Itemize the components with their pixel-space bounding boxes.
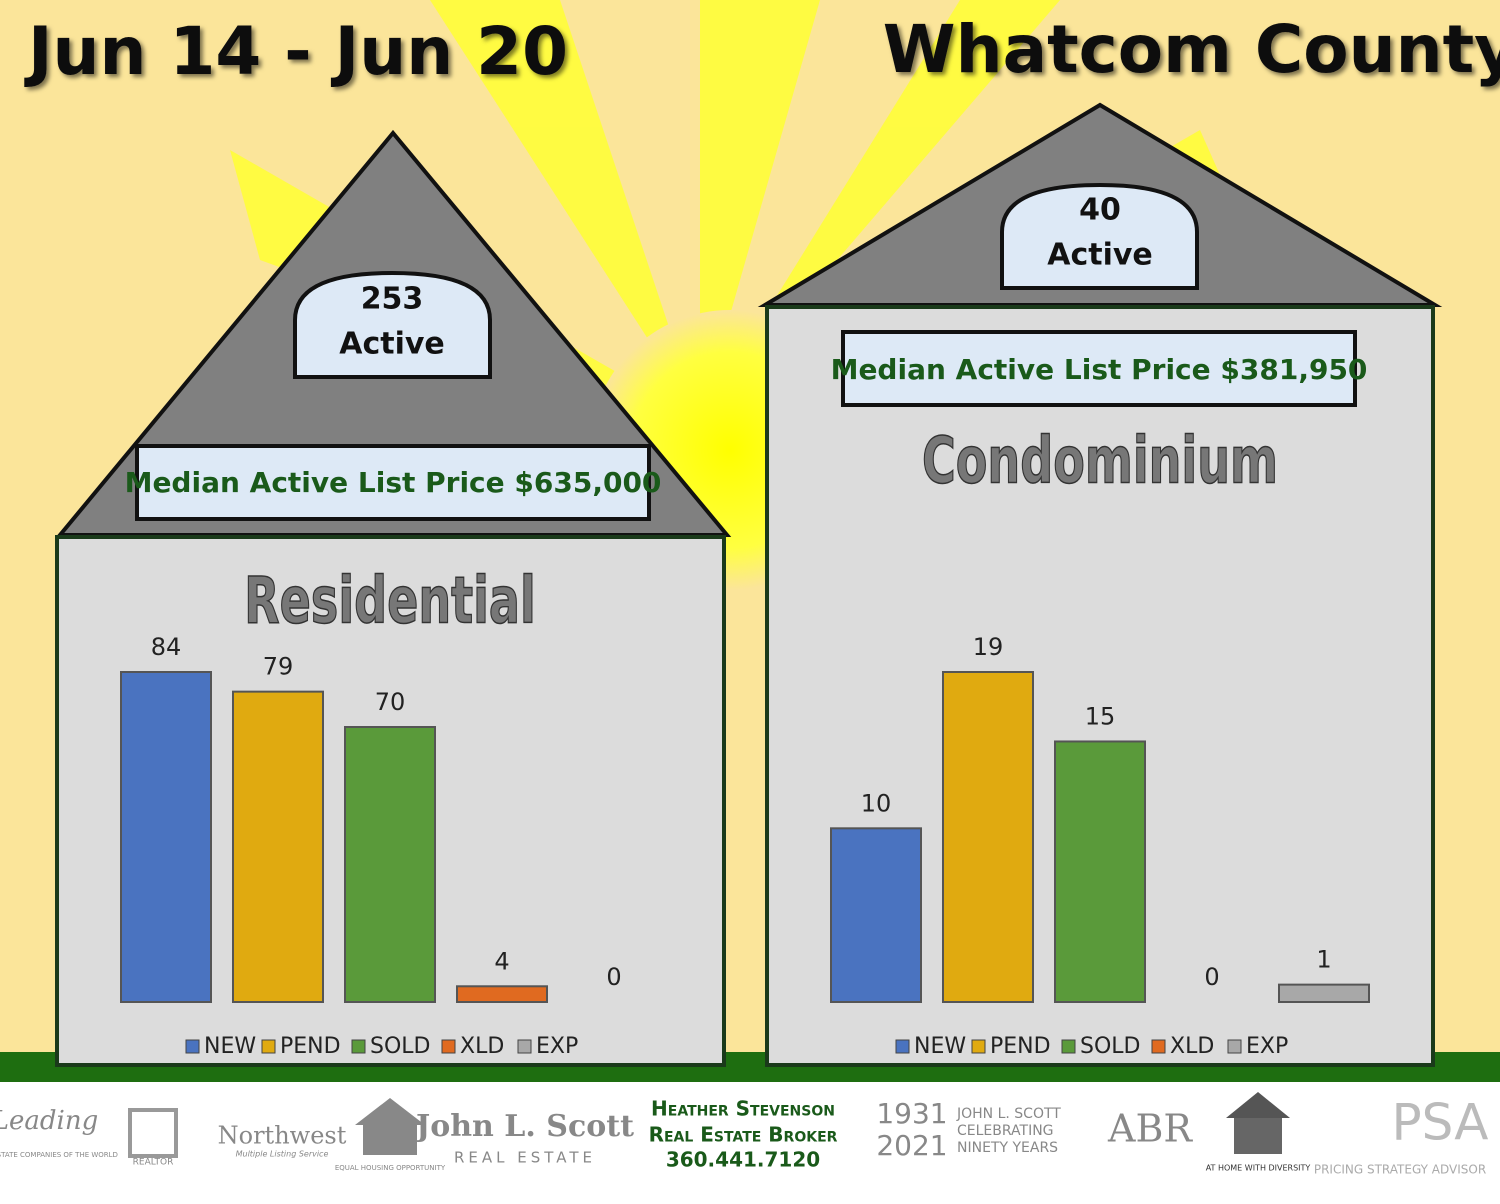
logo-house [363,1125,417,1155]
legend-label: PEND [280,1034,341,1059]
footer: Leading REAL ESTATE COMPANIES OF THE WOR… [0,1092,1489,1177]
logo-house [355,1098,425,1125]
value-label: 4 [494,947,509,975]
legend-label: PEND [990,1034,1051,1059]
legend-label: EXP [536,1034,578,1059]
agent-name: Heather Stevenson [651,1097,835,1121]
logo-text: PSA [1391,1094,1488,1152]
bar [232,690,324,1004]
legend-swatch [1227,1039,1242,1054]
legend-label: NEW [204,1034,256,1059]
active-count: 253 [361,282,424,317]
active-box [1000,182,1199,290]
logo-text: 1931 [876,1097,947,1130]
logo-text: AT HOME WITH DIVERSITY [1206,1164,1311,1173]
logo-house [1234,1118,1282,1154]
bar [456,985,548,1003]
logo-text: REAL ESTATE COMPANIES OF THE WORLD [0,1151,118,1159]
legend-label: NEW [914,1034,966,1059]
logo-text: PRICING STRATEGY ADVISOR [1314,1163,1486,1177]
value-label: 84 [151,633,182,661]
legend-label: XLD [1170,1034,1214,1059]
chart-title: Residential [244,564,536,639]
legend-label: XLD [460,1034,504,1059]
active-label: Active [339,327,445,362]
legend-label: SOLD [370,1034,430,1059]
value-label: 70 [375,688,406,716]
median-price: Median Active List Price $381,950 [831,353,1368,386]
active-count: 40 [1079,193,1121,228]
value-label: 79 [263,653,294,681]
legend-swatch [441,1039,456,1054]
date-range: Jun 14 - Jun 20 [24,13,568,90]
logo-text: REALTOR [133,1158,174,1168]
active-label: Active [1047,238,1153,273]
logo-text: Northwest [218,1122,347,1150]
agent-phone: 360.441.7120 [666,1148,820,1172]
active-box [293,270,492,379]
value-label: 19 [973,633,1004,661]
median-box [135,444,651,521]
value-label: 0 [1204,963,1219,991]
legend-swatch [1151,1039,1166,1054]
logo-text: EQUAL HOUSING OPPORTUNITY [335,1164,446,1172]
legend-swatch [971,1039,986,1054]
logo-text: REAL ESTATE [454,1149,596,1167]
chart-title: Condominium [922,424,1278,499]
value-label: 15 [1085,702,1116,730]
legend-label: EXP [1246,1034,1288,1059]
logo-text: Leading [0,1106,98,1136]
region: Whatcom County [883,11,1500,88]
logo-house [1226,1092,1290,1118]
legend-swatch [185,1039,200,1054]
logo-text: NINETY YEARS [957,1140,1058,1156]
bar [1054,740,1146,1003]
bar [344,726,436,1003]
legend-label: SOLD [1080,1034,1140,1059]
bar [830,827,922,1003]
logo-text: JOHN L. SCOTT [956,1106,1061,1122]
logo-text: CELEBRATING [957,1123,1054,1139]
legend-swatch [895,1039,910,1054]
agent-title: Real Estate Broker [649,1123,838,1147]
legend-swatch [351,1039,366,1054]
logo-text: 2021 [876,1129,947,1162]
legend-swatch [517,1039,532,1054]
logo-realtor [128,1108,178,1158]
value-label: 10 [861,789,892,817]
median-price: Median Active List Price $635,000 [125,466,662,499]
bar [120,671,212,1003]
logo-text: John L. Scott [413,1109,634,1144]
logo-text: Multiple Listing Service [236,1150,329,1159]
legend-swatch [1061,1039,1076,1054]
logo-text: ABR [1107,1107,1193,1151]
legend-swatch [261,1039,276,1054]
bar [942,671,1034,1003]
median-box [841,330,1357,407]
value-label: 0 [606,963,621,991]
bar [1278,983,1370,1004]
value-label: 1 [1316,946,1331,974]
